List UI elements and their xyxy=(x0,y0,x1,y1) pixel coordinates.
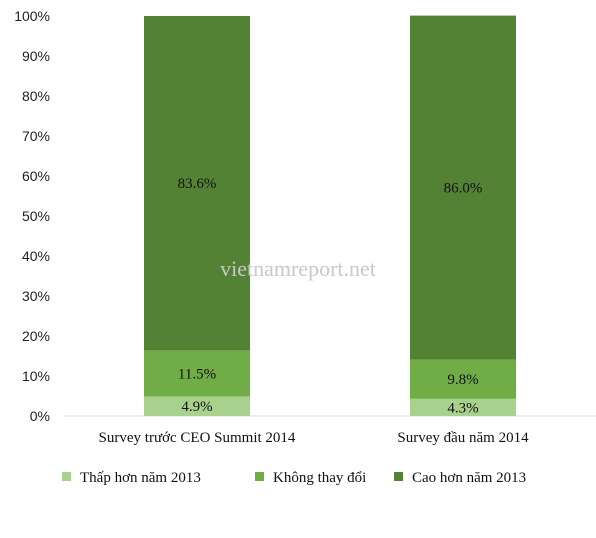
category-label: Survey đầu năm 2014 xyxy=(397,430,529,446)
legend-label: Thấp hơn năm 2013 xyxy=(80,470,201,486)
watermark-text: vietnamreport.net xyxy=(220,256,376,281)
bar-segment xyxy=(144,396,250,416)
y-tick-label: 20% xyxy=(22,328,50,344)
legend: Thấp hơn năm 2013 Không thay đổi Cao hơn n… xyxy=(62,470,526,486)
data-label: 11.5% xyxy=(178,366,216,382)
y-tick-label: 40% xyxy=(22,248,50,264)
y-tick-label: 50% xyxy=(22,208,50,224)
y-tick-label: 0% xyxy=(30,408,50,424)
legend-label: Không thay đổi xyxy=(273,470,366,486)
y-tick-label: 90% xyxy=(22,48,50,64)
y-tick-label: 60% xyxy=(22,168,50,184)
bar-segment xyxy=(144,16,250,351)
data-label: 4.9% xyxy=(181,399,212,415)
y-tick-label: 80% xyxy=(22,88,50,104)
bars: 4.9% 11.5% 83.6% 4.3% 9.8% 86.0% xyxy=(144,15,516,416)
data-label: 86.0% xyxy=(444,181,483,197)
y-tick-label: 100% xyxy=(14,8,50,24)
bar-segment xyxy=(410,15,516,360)
legend-label: Cao hơn năm 2013 xyxy=(412,470,526,486)
data-label: 9.8% xyxy=(447,372,478,388)
category-labels: Survey trước CEO Summit 2014 Survey đầu n… xyxy=(99,430,530,446)
category-label: Survey trước CEO Summit 2014 xyxy=(99,430,296,446)
y-tick-label: 70% xyxy=(22,128,50,144)
bar-segment xyxy=(410,398,516,416)
y-axis-ticks: 0% 10% 20% 30% 40% 50% 60% 70% 80% 90% 100% xyxy=(14,8,50,424)
y-tick-label: 30% xyxy=(22,288,50,304)
bar-segment xyxy=(410,359,516,399)
y-tick-label: 10% xyxy=(22,368,50,384)
data-label: 4.3% xyxy=(447,400,478,416)
legend-swatch xyxy=(394,472,403,481)
data-label: 83.6% xyxy=(178,176,217,192)
legend-swatch xyxy=(255,472,264,481)
bar-segment xyxy=(144,350,250,397)
legend-swatch xyxy=(62,472,71,481)
